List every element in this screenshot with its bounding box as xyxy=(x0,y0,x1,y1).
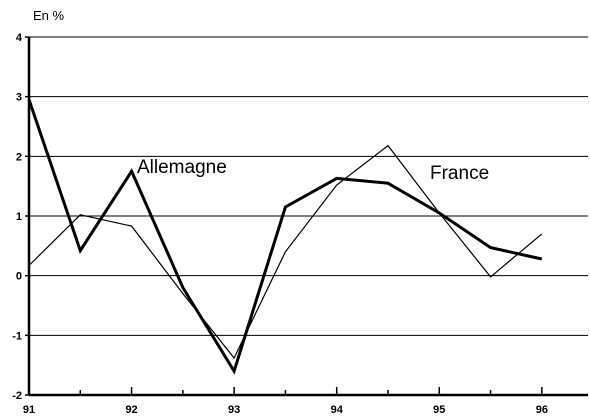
y-tick-labels: 4 3 2 1 0 -1 -2 xyxy=(12,32,23,402)
x-tick-label: 96 xyxy=(536,404,548,416)
x-tick-label: 95 xyxy=(433,404,445,416)
series-label-france: France xyxy=(430,163,489,184)
y-tick-label: 4 xyxy=(16,32,23,44)
y-tick-label: 1 xyxy=(16,211,22,223)
series-label-allemagne: Allemagne xyxy=(137,157,227,178)
x-tick-label: 91 xyxy=(23,404,35,416)
series-line-allemagne xyxy=(29,100,542,372)
y-tick-label: -1 xyxy=(12,330,22,342)
y-unit-label: En % xyxy=(33,8,65,23)
y-tick-label: -2 xyxy=(12,390,22,402)
y-tick-label: 0 xyxy=(16,271,22,283)
y-tick-label: 2 xyxy=(16,151,22,163)
x-tick-labels: 91 92 93 94 95 96 xyxy=(23,404,548,416)
series-lines xyxy=(29,100,542,372)
x-tick-label: 93 xyxy=(228,404,240,416)
y-tick-label: 3 xyxy=(16,92,22,104)
x-tick-label: 94 xyxy=(331,404,344,416)
x-tick-label: 92 xyxy=(125,404,137,416)
gridlines xyxy=(29,97,588,336)
